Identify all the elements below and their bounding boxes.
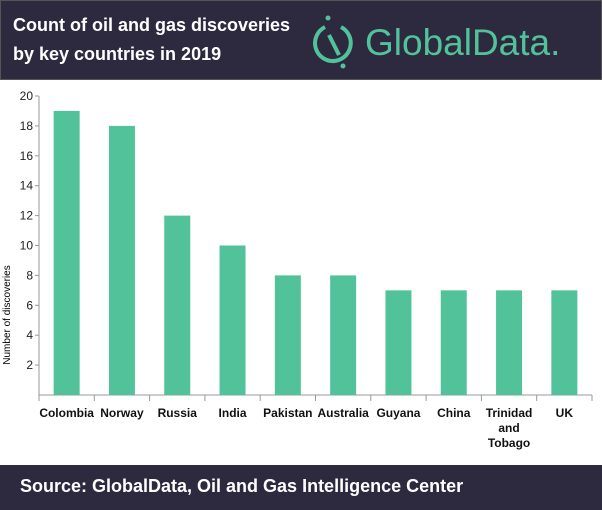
y-tick-label: 16	[20, 149, 34, 163]
bar-china	[440, 290, 467, 395]
y-tick-label: 18	[20, 119, 34, 133]
y-axis-label: Number of discoveries	[2, 265, 13, 364]
bar-trinidad-and-tobago	[496, 290, 523, 395]
chart-title: Count of oil and gas discoveries by key …	[13, 11, 290, 69]
y-tick-label: 14	[20, 179, 34, 193]
bar-pakistan	[274, 275, 301, 395]
y-tick-label: 6	[26, 298, 33, 312]
x-tick-label: India	[219, 406, 247, 420]
y-tick-label: 4	[26, 328, 33, 342]
y-tick-label: 10	[20, 239, 34, 253]
y-tick-label: 12	[20, 209, 34, 223]
logo-icon	[313, 15, 353, 69]
x-tick-label: Russia	[158, 406, 198, 420]
x-tick-label: China	[437, 406, 471, 420]
bar-australia	[330, 275, 357, 395]
bar-guyana	[385, 290, 412, 395]
x-tick-label: Pakistan	[263, 406, 312, 420]
x-tick-label: Trinidad and Tobago	[486, 406, 533, 450]
bar-colombia	[53, 110, 80, 395]
title-line-1: Count of oil and gas discoveries	[13, 15, 291, 35]
logo-text: GlobalData.	[365, 22, 560, 63]
bar-russia	[164, 215, 191, 395]
x-tick-label: Colombia	[39, 406, 94, 420]
title-line-2: by key countries in 2019	[13, 44, 222, 64]
x-tick-label: Norway	[100, 406, 144, 420]
y-tick-label: 8	[26, 268, 33, 282]
bar-uk	[551, 290, 578, 395]
globaldata-logo: GlobalData.	[313, 15, 560, 69]
x-tick-label: UK	[556, 406, 574, 420]
y-tick-label: 2	[26, 358, 33, 372]
x-tick-label: Guyana	[376, 406, 420, 420]
bar-india	[219, 245, 246, 395]
footer-banner: Source: GlobalData, Oil and Gas Intellig…	[0, 465, 602, 510]
bar-norway	[108, 125, 135, 396]
x-tick-label: Australia	[317, 406, 369, 420]
bar-chart: Number of discoveries 2 4 6 8 10 12 14 16 18 20 Co…	[2, 89, 593, 450]
y-tick-label: 20	[20, 89, 34, 103]
header-banner: Count of oil and gas discoveries by key …	[0, 0, 602, 80]
source-text: Source: GlobalData, Oil and Gas Intellig…	[20, 476, 464, 496]
